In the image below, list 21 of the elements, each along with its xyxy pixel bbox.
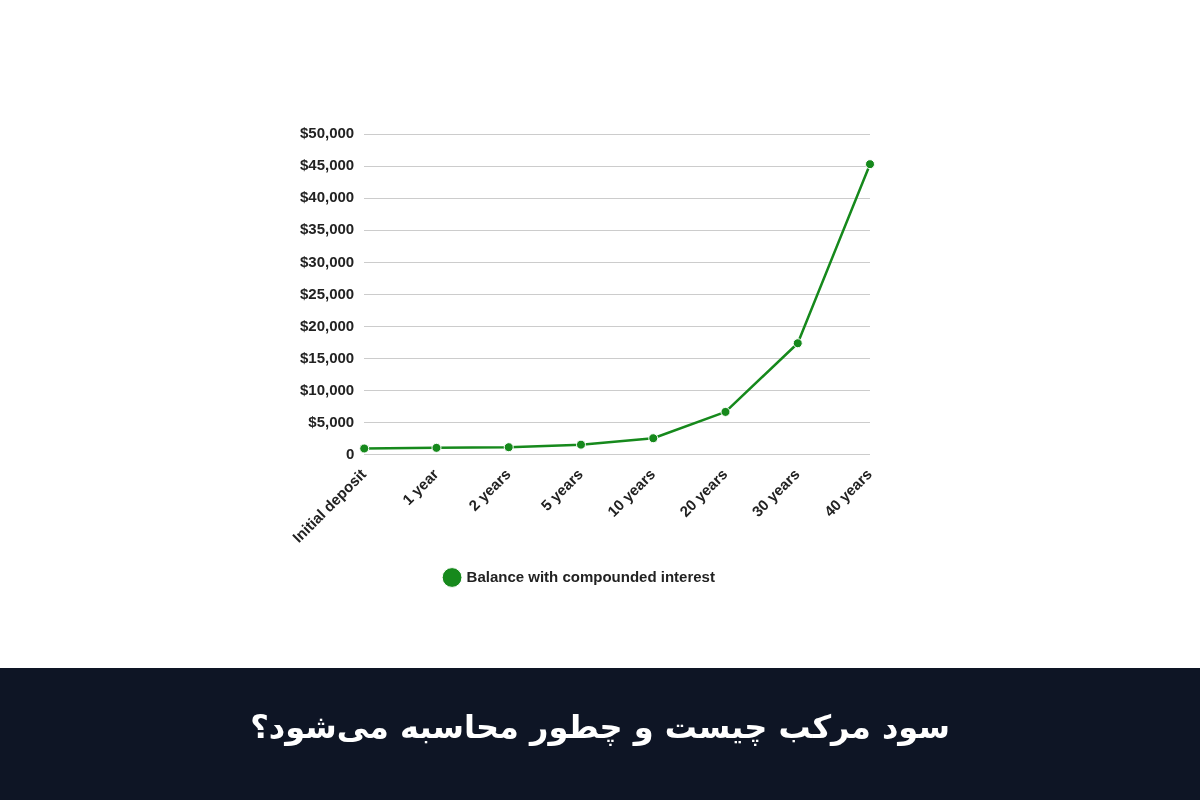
y-tick-label: $45,000 — [299, 156, 355, 174]
y-tick-label: $10,000 — [299, 380, 355, 398]
point — [575, 439, 586, 450]
y-tick-label: $20,000 — [299, 316, 355, 334]
y-tick-label: $35,000 — [299, 220, 355, 238]
y-tick-label: $30,000 — [299, 252, 355, 270]
point — [865, 159, 875, 170]
y-tick-label: $50,000 — [299, 124, 355, 142]
y-tick-label: 0 — [345, 445, 355, 463]
point — [359, 443, 370, 454]
y-tick-label: $40,000 — [299, 188, 355, 206]
y-tick-label: $5,000 — [308, 412, 355, 430]
point — [792, 338, 803, 349]
point — [648, 433, 659, 444]
point — [503, 442, 514, 453]
y-tick-label: $15,000 — [299, 348, 355, 366]
y-tick-label: $25,000 — [299, 284, 355, 302]
point — [720, 406, 731, 417]
point — [431, 442, 442, 453]
text: سود مرکب چیست و چطور محاسبه می‌شود؟ — [249, 708, 951, 746]
legend-label: Balance with compounded interest — [466, 567, 715, 585]
